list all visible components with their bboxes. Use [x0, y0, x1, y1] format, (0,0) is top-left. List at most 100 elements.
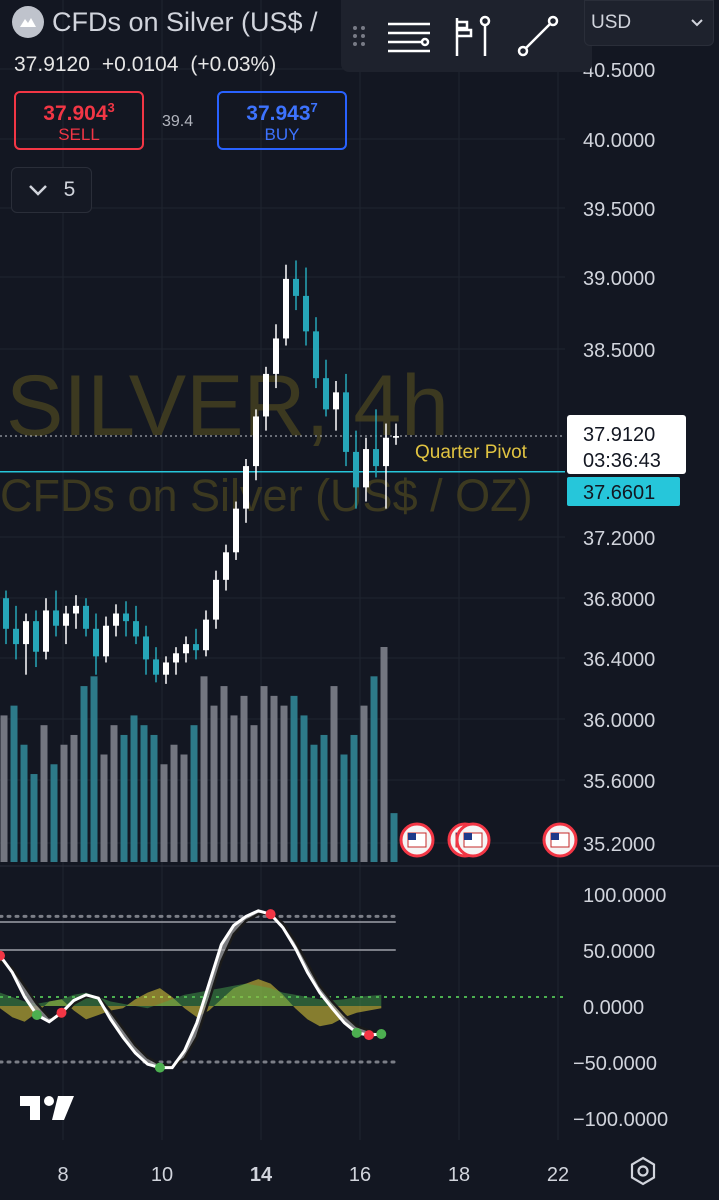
volume-bar: [120, 734, 128, 862]
candle-body: [273, 338, 279, 374]
volume-bar: [370, 676, 378, 862]
volume-bar: [320, 734, 328, 862]
candle-body: [363, 449, 369, 488]
oscillator-axis-tick: 0.0000: [583, 997, 644, 1019]
volume-bar: [290, 695, 298, 862]
price-axis-tick: 36.8000: [583, 589, 655, 611]
price-axis-tick: 38.5000: [583, 340, 655, 362]
volume-bar: [60, 744, 68, 862]
indicators-icon[interactable]: [385, 16, 433, 56]
currency-selector[interactable]: USD: [584, 0, 714, 46]
volume-bar: [310, 744, 318, 862]
us-flag-canton: [551, 833, 559, 840]
volume-bar: [0, 715, 8, 862]
price-axis-tick: 35.2000: [583, 834, 655, 856]
sell-button[interactable]: 37.9043 SELL: [14, 91, 144, 150]
us-flag-canton: [408, 833, 416, 840]
drawing-toolbar: [341, 0, 592, 72]
oscillator-cross-dot: [154, 1062, 165, 1073]
chevron-down-icon: [28, 185, 47, 196]
candle-body: [253, 416, 259, 467]
oscillator-axis-tick: −50.0000: [573, 1053, 657, 1075]
volume-bar: [210, 705, 218, 862]
oscillator-cross-dot: [31, 1009, 42, 1020]
volume-bar: [280, 705, 288, 862]
silver-logo-icon: [12, 6, 44, 38]
candle-body: [323, 378, 329, 410]
time-axis-tick: 14: [250, 1164, 273, 1186]
candle-body: [183, 644, 189, 654]
candle-body: [103, 625, 109, 657]
quote-row: 37.9120 +0.0104 (+0.03%): [14, 53, 276, 77]
volume-bar: [250, 725, 258, 862]
buy-label: BUY: [264, 124, 300, 144]
candle-body: [233, 508, 239, 553]
volume-bar: [260, 686, 268, 862]
indicators-count: 5: [63, 178, 76, 201]
watermark-symbol: SILVER, 4h: [6, 358, 449, 454]
candle-body: [313, 331, 319, 379]
oscillator-cross-dot: [376, 1029, 387, 1039]
candle-body: [303, 295, 309, 332]
candle-body: [373, 449, 379, 467]
candle-body: [133, 621, 139, 637]
oscillator-cross-dot: [56, 1007, 67, 1018]
sell-price: 37.904: [43, 101, 108, 125]
volume-bar: [170, 744, 178, 862]
volume-bar: [40, 725, 48, 862]
candle-body: [113, 613, 119, 626]
alert-icon[interactable]: [451, 12, 497, 60]
candle-body: [143, 636, 149, 660]
candle-body: [353, 451, 359, 488]
volume-bar: [160, 764, 168, 862]
candle-body: [83, 605, 89, 629]
oscillator-cross-dot: [364, 1030, 374, 1041]
chevron-down-icon: [691, 19, 703, 27]
volume-bar: [20, 744, 28, 862]
buy-price: 37.943: [246, 101, 311, 125]
buy-button[interactable]: 37.9437 BUY: [217, 91, 347, 150]
volume-bar: [150, 734, 158, 862]
candle-body: [343, 392, 349, 452]
sell-price-pip: 3: [107, 99, 115, 115]
volume-bar: [220, 686, 228, 862]
oscillator-axis-tick: 100.0000: [583, 885, 666, 907]
symbol-header[interactable]: CFDs on Silver (US$ /: [12, 6, 318, 38]
us-flag-canton: [464, 833, 472, 840]
volume-bar: [380, 647, 388, 862]
volume-bar: [130, 715, 138, 862]
volume-bar: [240, 695, 248, 862]
oscillator-cross-dot: [351, 1027, 362, 1038]
settings-gear-icon[interactable]: [628, 1156, 658, 1186]
candle-body: [53, 610, 59, 626]
watermark-description: CFDs on Silver (US$ / OZ): [0, 470, 533, 521]
volume-bar: [390, 813, 398, 862]
price-axis-tick: 39.0000: [583, 268, 655, 290]
candle-body: [63, 613, 69, 626]
sell-label: SELL: [58, 124, 100, 144]
candle-body: [163, 662, 169, 675]
volume-bar: [200, 676, 208, 862]
price-axis-tick: 37.2000: [583, 528, 655, 550]
oscillator-axis-tick: −100.0000: [573, 1109, 668, 1131]
oscillator-cross-dot: [0, 950, 5, 961]
candle-body: [13, 628, 19, 645]
volume-bar: [180, 754, 188, 862]
candle-body: [153, 659, 159, 675]
pivot-value-label: 37.6601: [583, 482, 655, 504]
tradingview-logo-icon: [20, 1096, 74, 1120]
trendline-icon[interactable]: [515, 13, 561, 59]
price-axis-tick: 40.5000: [583, 60, 655, 82]
oscillator-cross-dot: [265, 909, 276, 920]
drag-handle-icon[interactable]: [351, 22, 367, 50]
volume-bar: [70, 734, 78, 862]
candle-body: [23, 621, 29, 645]
price-change-percent: (+0.03%): [190, 53, 277, 76]
candle-body: [3, 598, 9, 629]
indicators-collapse-button[interactable]: 5: [11, 167, 92, 213]
pivot-value-label-box: [567, 477, 680, 506]
volume-bar: [360, 705, 368, 862]
oscillator-axis-tick: 50.0000: [583, 941, 655, 963]
volume-bar: [330, 686, 338, 862]
